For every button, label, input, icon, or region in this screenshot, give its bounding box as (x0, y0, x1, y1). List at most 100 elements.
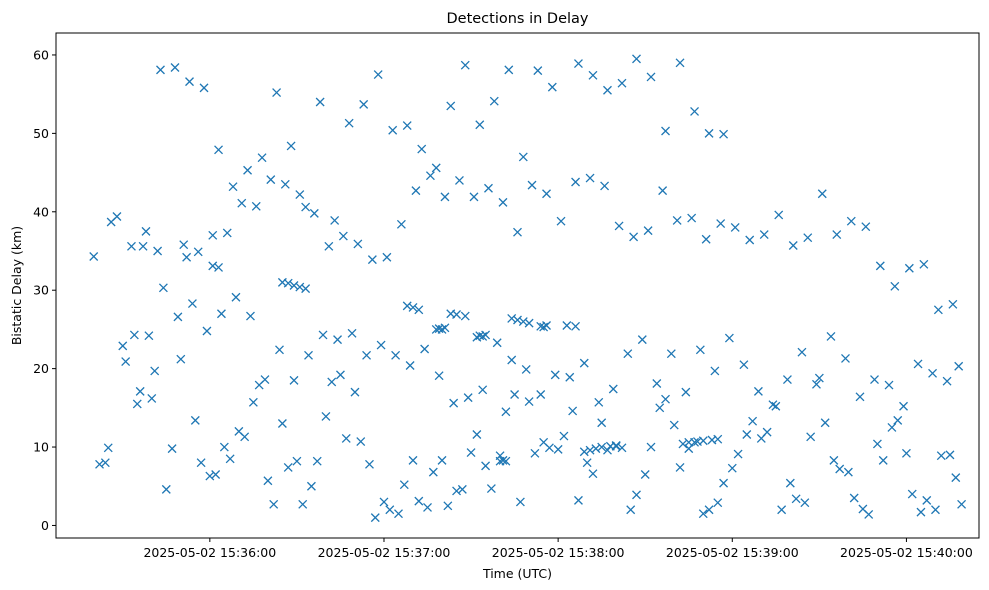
data-point (370, 513, 380, 523)
data-point (382, 252, 392, 262)
x-tick-label: 2025-05-02 15:38:00 (492, 545, 625, 560)
data-point (257, 153, 267, 163)
data-point (814, 373, 824, 383)
data-point (423, 502, 432, 512)
data-point (727, 463, 737, 473)
data-point (208, 261, 218, 271)
data-point (301, 202, 311, 212)
data-point (719, 129, 729, 139)
y-axis-title: Bistatic Delay (km) (9, 226, 24, 345)
data-point (524, 318, 534, 328)
data-point (832, 230, 842, 239)
data-point (948, 299, 958, 309)
data-point (716, 219, 726, 229)
data-point (460, 311, 470, 321)
data-point (222, 228, 232, 238)
data-point (843, 467, 853, 477)
data-point (182, 252, 192, 262)
data-point (701, 234, 711, 244)
data-point (826, 332, 836, 341)
data-point (367, 255, 377, 265)
x-axis-title: Time (UTC) (482, 566, 552, 581)
data-point (928, 368, 938, 378)
data-point (945, 450, 955, 460)
data-point (350, 387, 360, 397)
data-point (687, 213, 697, 223)
data-point (135, 386, 145, 396)
data-point (820, 418, 830, 428)
data-point (739, 360, 749, 370)
data-point (507, 313, 517, 323)
data-point (513, 227, 522, 237)
data-point (695, 345, 705, 355)
data-point (388, 125, 398, 135)
data-point (713, 498, 723, 508)
data-point (931, 505, 940, 515)
data-point (518, 317, 528, 327)
data-point (724, 333, 734, 343)
data-point (417, 144, 427, 154)
data-point (573, 495, 583, 505)
data-point (887, 422, 897, 432)
data-point (185, 77, 194, 87)
data-point (362, 350, 372, 360)
data-point (951, 473, 961, 483)
data-point (861, 222, 871, 232)
data-point (658, 186, 668, 196)
data-point (800, 498, 810, 508)
data-point (399, 480, 409, 490)
data-point (745, 235, 755, 245)
data-point (158, 283, 168, 293)
data-point (161, 484, 171, 494)
data-point (661, 394, 670, 404)
data-point (138, 241, 148, 251)
data-point (231, 292, 241, 302)
data-point (632, 54, 641, 64)
data-point (190, 415, 200, 425)
data-point (452, 486, 462, 496)
data-point (246, 311, 255, 321)
data-point (478, 385, 488, 395)
data-point (957, 499, 967, 509)
y-axis: 0 10 20 30 40 50 60 (33, 47, 56, 533)
data-point (179, 240, 189, 250)
data-point (556, 216, 566, 226)
data-point (402, 301, 412, 311)
data-point (443, 501, 453, 511)
data-point (434, 371, 444, 381)
data-point (289, 281, 299, 290)
data-point (791, 494, 801, 504)
data-point (742, 430, 752, 439)
data-point (762, 427, 772, 437)
data-point (501, 407, 511, 417)
data-point (272, 88, 282, 98)
data-point (521, 364, 531, 374)
data-point (553, 444, 563, 454)
data-point (542, 321, 551, 330)
data-point (173, 312, 183, 322)
data-point (527, 180, 537, 190)
data-point (579, 358, 589, 368)
data-point (640, 470, 650, 479)
data-point (324, 241, 334, 251)
data-point (878, 455, 888, 465)
data-point (489, 96, 499, 106)
data-point (295, 282, 305, 292)
data-point (408, 455, 418, 465)
data-point (359, 99, 369, 109)
data-point (643, 226, 653, 236)
data-point (457, 484, 467, 494)
data-point (353, 239, 363, 249)
data-point (486, 484, 496, 494)
data-point (167, 444, 177, 454)
data-point (425, 171, 435, 181)
data-point (452, 310, 462, 319)
data-point (884, 380, 894, 390)
data-point (507, 355, 517, 365)
data-point (904, 263, 914, 273)
data-point (498, 455, 508, 465)
data-point (614, 221, 624, 231)
data-point (806, 432, 816, 442)
data-point (510, 390, 520, 399)
data-point (266, 175, 276, 185)
